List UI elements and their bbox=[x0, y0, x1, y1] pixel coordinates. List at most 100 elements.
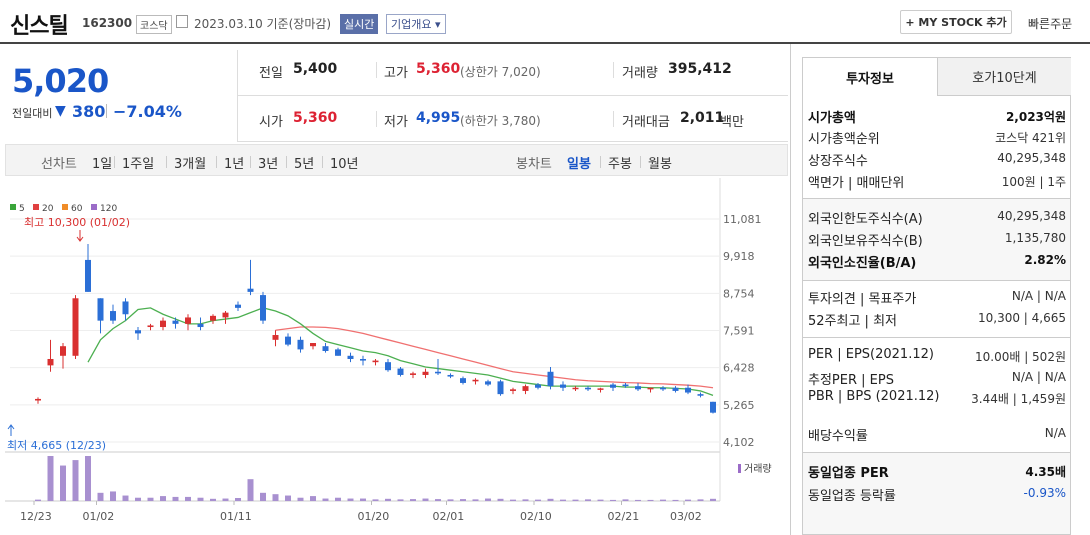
candle-body bbox=[85, 259, 91, 292]
volume-bar bbox=[510, 499, 516, 501]
legend-label: 20 bbox=[42, 204, 54, 214]
line-chart-label[interactable]: 선차트 bbox=[41, 157, 77, 172]
volume-bar bbox=[35, 499, 41, 501]
volume-bar bbox=[360, 498, 366, 501]
high-annotation: 최고 10,300 (01/02) bbox=[24, 216, 130, 229]
section-divider bbox=[803, 337, 1071, 338]
candle-body bbox=[585, 387, 591, 390]
volume-bar bbox=[672, 499, 679, 501]
tab-invest-info[interactable]: 투자정보 bbox=[803, 58, 937, 96]
realtime-button[interactable]: 실시간 bbox=[340, 14, 379, 34]
candle-body bbox=[272, 335, 279, 340]
volume-bar bbox=[547, 498, 554, 501]
price-chart[interactable]: 11,081 9,918 8,754 7,591 6,428 5,265 4,102 5 20 6… bbox=[0, 178, 790, 535]
info-label: PBR | BPS (2021.12) bbox=[808, 389, 940, 404]
quick-order-link[interactable]: 빠른주문 bbox=[1028, 17, 1073, 31]
candle-body bbox=[260, 295, 266, 321]
volume-bar bbox=[572, 499, 579, 501]
candle-chart-label[interactable]: 봉차트 bbox=[516, 157, 552, 172]
volume-bar bbox=[335, 497, 341, 501]
period-5y[interactable]: 5년 bbox=[294, 157, 315, 172]
x-tick-label: 02/10 bbox=[520, 510, 552, 523]
candle-body bbox=[535, 384, 541, 388]
prev-close-value: 5,400 bbox=[293, 61, 338, 77]
volume-legend-label: 거래량 bbox=[744, 463, 772, 475]
volume-bar bbox=[610, 499, 616, 501]
candle-body bbox=[235, 304, 241, 308]
info-label: 시가총액 bbox=[808, 111, 856, 126]
period-3m[interactable]: 3개월 bbox=[174, 157, 207, 172]
info-label: 시가총액순위 bbox=[808, 132, 880, 147]
open-value: 5,360 bbox=[293, 110, 338, 126]
low-annotation: 최저 4,665 (12/23) bbox=[7, 439, 106, 452]
candle-body bbox=[110, 311, 116, 321]
divider bbox=[216, 156, 217, 168]
tab-orderbook-10[interactable]: 호가10단계 bbox=[937, 58, 1071, 96]
x-tick-label: 12/23 bbox=[20, 510, 52, 523]
candle-body bbox=[97, 298, 104, 321]
section-divider bbox=[803, 198, 1071, 199]
market-badge: 코스닥 bbox=[136, 15, 172, 34]
legend-swatch bbox=[91, 204, 97, 210]
period-1w[interactable]: 1주일 bbox=[122, 157, 155, 172]
candle-body bbox=[485, 381, 491, 385]
prev-close-label: 전일 bbox=[259, 66, 283, 81]
volume-value: 395,412 bbox=[668, 61, 732, 77]
info-value: 10,300 | 4,665 bbox=[977, 311, 1066, 325]
low-arrow-icon bbox=[7, 424, 15, 430]
info-label: 외국인보유주식수(B) bbox=[808, 234, 923, 249]
x-tick-label: 01/02 bbox=[83, 510, 115, 523]
volume-bar bbox=[222, 498, 229, 501]
volume-bar bbox=[122, 495, 129, 501]
candle-body bbox=[397, 368, 404, 375]
candle-body bbox=[622, 384, 629, 387]
info-value: 40,295,348 bbox=[997, 151, 1066, 165]
open-label: 시가 bbox=[259, 115, 283, 130]
divider bbox=[237, 141, 788, 142]
divider bbox=[600, 156, 601, 168]
header-divider bbox=[0, 42, 1090, 44]
current-price: 5,020 bbox=[12, 62, 109, 100]
candle-body bbox=[385, 362, 391, 371]
volume-bar bbox=[385, 498, 391, 501]
add-mystock-button[interactable]: + MY STOCK 추가 bbox=[900, 10, 1012, 34]
low-value: 4,995 bbox=[416, 110, 461, 126]
y-tick-label: 9,918 bbox=[723, 250, 755, 263]
period-1y[interactable]: 1년 bbox=[224, 157, 245, 172]
candle-body bbox=[347, 355, 354, 359]
candle-body bbox=[435, 371, 441, 374]
info-label: 배당수익률 bbox=[808, 429, 868, 444]
info-value: 2.82% bbox=[1024, 253, 1066, 267]
high-value: 5,360 bbox=[416, 61, 461, 77]
candle-body bbox=[185, 317, 191, 324]
candle-daily[interactable]: 일봉 bbox=[567, 157, 591, 172]
candle-monthly[interactable]: 월봉 bbox=[648, 157, 672, 172]
volume-bar bbox=[210, 498, 216, 501]
divider bbox=[114, 156, 115, 168]
prev-change-label: 전일대비 bbox=[12, 107, 53, 120]
candle-body bbox=[310, 343, 316, 347]
legend-label: 120 bbox=[100, 204, 117, 214]
volume-bar bbox=[635, 499, 641, 501]
candle-weekly[interactable]: 주봉 bbox=[608, 157, 632, 172]
candle-body bbox=[460, 378, 466, 383]
volume-bar bbox=[447, 499, 454, 501]
info-value: N/A | N/A bbox=[1011, 370, 1066, 384]
info-value: 10.00배 | 502원 bbox=[974, 350, 1066, 364]
volume-bar bbox=[622, 499, 629, 501]
candle-body bbox=[297, 339, 304, 350]
info-value: N/A bbox=[1044, 426, 1066, 440]
volume-bar bbox=[460, 499, 466, 501]
info-label: 상장주식수 bbox=[808, 154, 868, 169]
company-overview-dropdown[interactable]: 기업개요 ▾ bbox=[386, 14, 446, 34]
volume-bar bbox=[72, 460, 79, 501]
ma20-line bbox=[275, 326, 714, 389]
volume-bar bbox=[310, 496, 316, 501]
amount-unit: 백만 bbox=[720, 115, 744, 130]
period-3y[interactable]: 3년 bbox=[258, 157, 279, 172]
candle-body bbox=[422, 371, 429, 375]
period-10y[interactable]: 10년 bbox=[330, 157, 359, 172]
volume-bar bbox=[485, 498, 491, 501]
volume-bar bbox=[322, 498, 329, 501]
period-1d[interactable]: 1일 bbox=[92, 157, 113, 172]
